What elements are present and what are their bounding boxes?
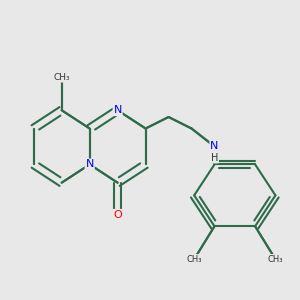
Text: N: N: [85, 159, 94, 170]
Text: O: O: [113, 210, 122, 220]
Text: H: H: [211, 153, 218, 163]
Text: N: N: [113, 105, 122, 115]
Text: N: N: [210, 142, 219, 152]
Text: CH₃: CH₃: [186, 255, 202, 264]
Text: CH₃: CH₃: [268, 255, 283, 264]
Text: CH₃: CH₃: [53, 73, 70, 82]
